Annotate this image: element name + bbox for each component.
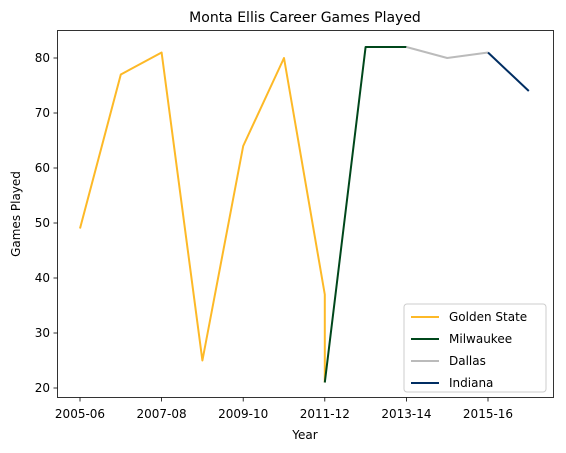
legend-label-1: Milwaukee [449,332,512,346]
x-axis-label: Year [291,428,317,442]
y-tick-label: 60 [35,161,50,175]
y-axis-label: Games Played [9,171,23,257]
legend-label-0: Golden State [449,310,527,324]
series-line-3 [487,51,530,92]
x-axis: 2005-06 2007-08 2009-10 2011-12 2013-14 2015-… [55,397,513,421]
series-line-1 [323,46,407,383]
series-line-0 [79,51,326,383]
x-tick-label: 2011-12 [300,407,350,421]
x-tick-label: 2013-14 [381,407,431,421]
plot-frame [57,30,554,398]
legend-label-2: Dallas [449,354,486,368]
legend: Golden State Milwaukee Dallas Indiana [403,303,547,393]
series-line-2 [406,46,489,59]
x-tick-label: 2005-06 [55,407,105,421]
y-tick-label: 50 [35,216,50,230]
y-tick-label: 30 [35,326,50,340]
y-axis: 20 30 40 50 60 70 80 [35,51,58,395]
y-tick-label: 70 [35,106,50,120]
x-tick-label: 2009-10 [218,407,268,421]
x-tick-label: 2015-16 [463,407,513,421]
plot-lines [79,46,530,383]
x-tick-label: 2007-08 [137,407,187,421]
legend-box [403,303,547,393]
legend-label-3: Indiana [449,376,493,390]
y-tick-label: 20 [35,381,50,395]
chart-title: Monta Ellis Career Games Played [189,10,421,26]
y-tick-label: 40 [35,271,50,285]
y-tick-label: 80 [35,51,50,65]
